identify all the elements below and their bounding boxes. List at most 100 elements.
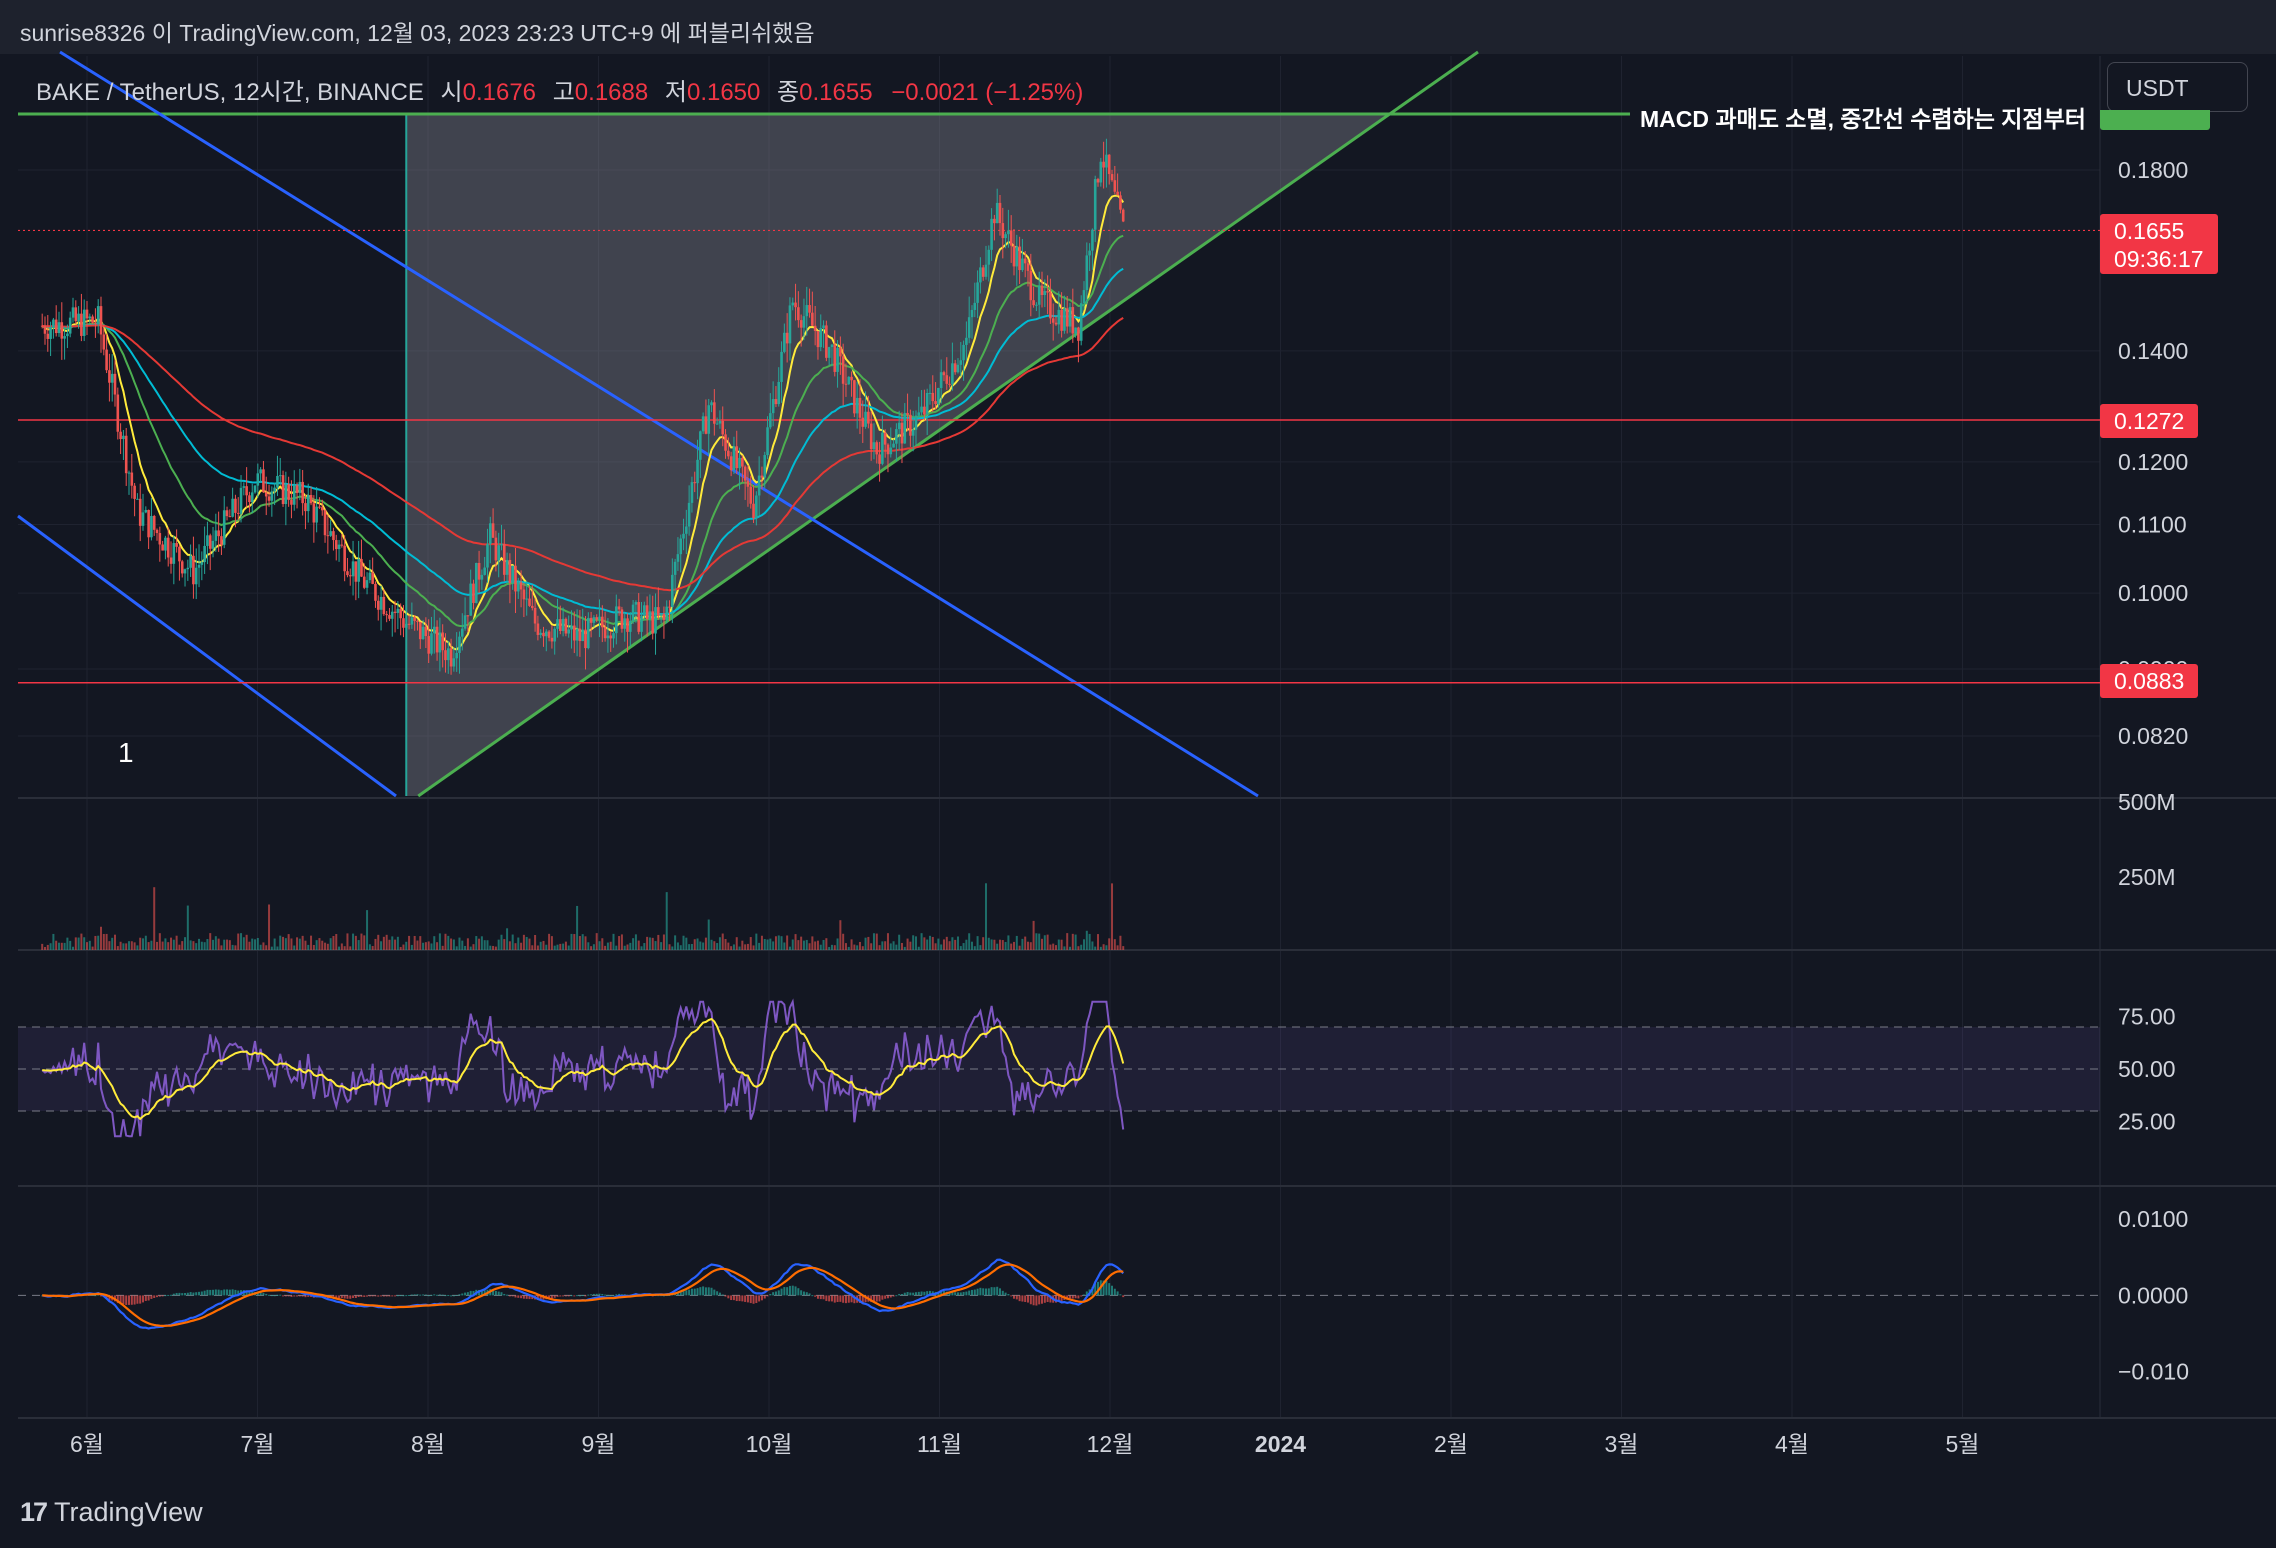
volume-bar xyxy=(1055,945,1058,950)
macd-histogram-bar xyxy=(248,1291,251,1296)
candle-body xyxy=(637,602,641,632)
candle-body xyxy=(1015,246,1019,267)
symbol-text[interactable]: BAKE / TetherUS, 12시간, BINANCE xyxy=(36,79,424,106)
volume-bar xyxy=(212,939,215,950)
time-tick-label: 2024 xyxy=(1255,1431,1306,1457)
volume-bar xyxy=(749,937,752,950)
volume-bar xyxy=(609,941,612,950)
candle-body xyxy=(348,575,352,577)
candle-body xyxy=(777,381,781,405)
candle-body xyxy=(94,322,97,324)
volume-bar xyxy=(643,943,646,950)
macd-histogram-bar xyxy=(1111,1285,1114,1296)
volume-bar xyxy=(559,943,562,950)
grid-lines xyxy=(18,56,2100,1418)
volume-bar xyxy=(469,946,472,950)
candle-body xyxy=(516,582,520,592)
volume-bar xyxy=(842,933,845,950)
candle-body xyxy=(598,616,601,620)
candle-body xyxy=(993,218,996,224)
annotation-text[interactable]: MACD 과매도 소멸, 중간선 수렴하는 지점부터 xyxy=(1640,106,2086,132)
candle-body xyxy=(685,526,688,534)
candle-body xyxy=(620,609,624,629)
volume-bar xyxy=(959,946,962,950)
volume-bar xyxy=(332,935,335,950)
volume-bar xyxy=(318,938,321,950)
macd-histogram-bar xyxy=(970,1289,973,1296)
currency-button[interactable]: USDT xyxy=(2107,62,2248,112)
macd-histogram-bar xyxy=(458,1294,461,1296)
candle-body xyxy=(315,506,318,523)
volume-bar xyxy=(996,943,999,950)
macd-histogram-bar xyxy=(234,1289,237,1296)
candle-body xyxy=(122,435,125,440)
candle-body xyxy=(368,572,372,581)
macd-histogram-bar xyxy=(984,1288,987,1296)
candle-body xyxy=(715,423,719,425)
candle-body xyxy=(88,316,92,319)
volume-bar xyxy=(1097,934,1100,950)
volume-bar xyxy=(228,940,231,950)
candle-body xyxy=(631,604,635,621)
volume-bar xyxy=(413,935,416,950)
candle-body xyxy=(421,626,425,640)
volume-bar xyxy=(220,945,223,950)
candle-body xyxy=(1082,290,1086,304)
volume-bar xyxy=(363,935,366,950)
volume-bar xyxy=(968,933,971,950)
volume-bar xyxy=(80,933,83,950)
macd-histogram-bar xyxy=(744,1295,747,1302)
macd-histogram-bar xyxy=(1122,1295,1125,1298)
candle-body xyxy=(976,282,979,303)
macd-histogram-bar xyxy=(808,1293,811,1296)
volume-bar xyxy=(374,938,377,950)
volume-bar xyxy=(940,944,943,950)
volume-bar xyxy=(1085,930,1088,950)
candle-body xyxy=(903,412,907,444)
volume-bar xyxy=(632,938,635,950)
macd-histogram-bar xyxy=(788,1285,791,1296)
volume-bar xyxy=(856,945,859,950)
volume-bar xyxy=(830,944,833,950)
macd-histogram-bar xyxy=(724,1295,727,1297)
candle-body xyxy=(606,635,610,639)
volume-bar xyxy=(1060,939,1063,950)
candle-body xyxy=(466,615,470,617)
macd-histogram-bar xyxy=(858,1295,861,1303)
volume-bar xyxy=(878,945,881,950)
macd-histogram-bar xyxy=(385,1295,388,1297)
time-tick-label: 4월 xyxy=(1775,1431,1809,1457)
time-tick-label: 11월 xyxy=(917,1431,962,1457)
high-label: 고 xyxy=(552,79,575,106)
volume-bar xyxy=(301,935,304,950)
macd-histogram-bar xyxy=(895,1295,898,1297)
volume-bar xyxy=(133,942,136,950)
macd-histogram-bar xyxy=(346,1295,349,1299)
volume-bar xyxy=(329,938,332,950)
macd-histogram-bar xyxy=(226,1289,229,1296)
candle-body xyxy=(819,328,823,348)
candle-body xyxy=(584,629,587,649)
volume-bar xyxy=(251,938,254,950)
volume-bar xyxy=(290,938,293,950)
tradingview-logo[interactable]: 17 TradingView xyxy=(20,1497,203,1528)
macd-histogram-bar xyxy=(1055,1295,1058,1303)
macd-histogram-bar xyxy=(158,1295,161,1297)
volume-bar xyxy=(741,940,744,950)
candle-body xyxy=(721,420,725,435)
volume-bar xyxy=(912,935,915,950)
candle-body xyxy=(46,333,50,339)
macd-histogram-bar xyxy=(794,1286,797,1296)
candle-body xyxy=(452,658,456,667)
candle-body xyxy=(309,494,313,504)
candle-body xyxy=(648,611,652,620)
volume-bar xyxy=(934,943,937,950)
volume-bar xyxy=(598,941,601,950)
volume-bar xyxy=(226,939,229,950)
volume-bar xyxy=(903,946,906,950)
volume-bar xyxy=(203,942,206,950)
candle-body xyxy=(432,626,436,634)
volume-bar xyxy=(388,939,391,950)
volume-bar xyxy=(175,935,178,950)
